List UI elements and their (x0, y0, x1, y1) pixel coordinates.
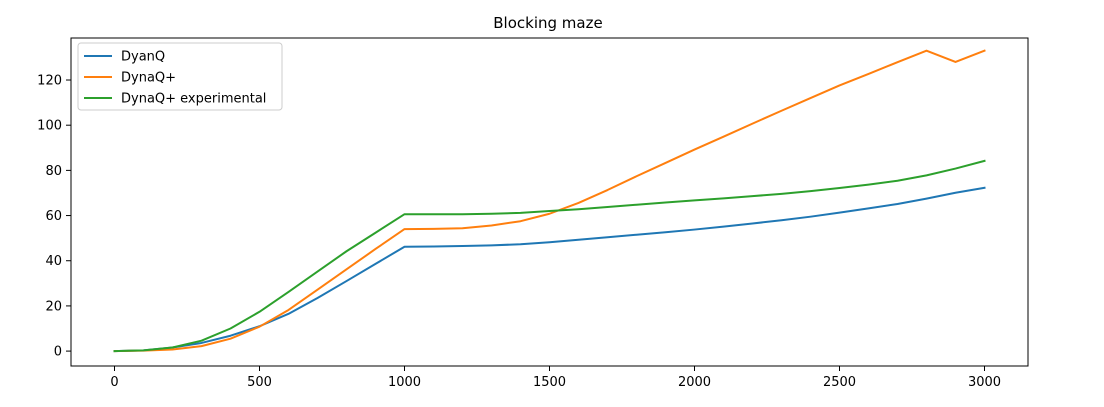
y-tick-label: 40 (45, 254, 62, 269)
x-tick-label: 1500 (533, 375, 566, 390)
x-tick-label: 2500 (823, 375, 856, 390)
x-tick-label: 0 (110, 375, 118, 390)
x-tick-label: 1000 (388, 375, 421, 390)
x-axis: 0 500 1000 1500 2000 2500 3000 (110, 366, 1001, 390)
x-tick-label: 2000 (678, 375, 711, 390)
y-tick-label: 80 (45, 164, 62, 179)
legend-box (77, 42, 283, 111)
legend-label-3: DynaQ+ experimental (121, 92, 266, 107)
y-tick-label: 100 (37, 119, 62, 134)
y-tick-label: 0 (54, 345, 62, 360)
x-tick-label: 3000 (968, 375, 1001, 390)
y-tick-label: 60 (45, 209, 62, 224)
y-axis: 0 20 40 60 80 100 120 (37, 74, 71, 360)
y-tick-label: 120 (37, 74, 62, 89)
x-tick-label: 500 (247, 375, 272, 390)
series-line-3 (113, 159, 986, 353)
legend-label-2: DynaQ+ (121, 71, 176, 86)
series-lines (113, 49, 986, 353)
legend-label-1: DyanQ (121, 50, 165, 65)
legend: DyanQ DynaQ+ DynaQ+ experimental (77, 42, 283, 111)
series-line-2 (113, 49, 986, 353)
y-tick-label: 20 (45, 299, 62, 314)
chart-title: Blocking maze (493, 14, 602, 32)
